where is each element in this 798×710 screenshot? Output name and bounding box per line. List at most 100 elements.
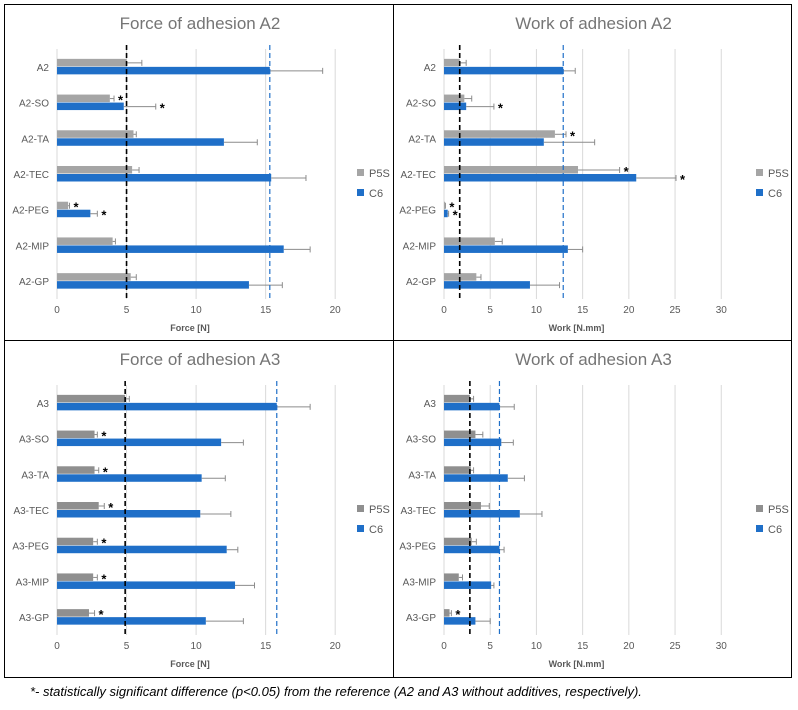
bar-c6	[57, 545, 227, 554]
bar-p5s	[444, 430, 476, 439]
legend-label-c6: C6	[768, 524, 782, 536]
category-label: A3-TA	[408, 470, 436, 481]
bar-p5s	[444, 609, 450, 617]
legend-swatch-p5s	[756, 169, 763, 176]
chart-force-a3-svg: Force of adhesion A3 0 5 10 15 20 Force [N] A3 A…	[12, 350, 390, 669]
bar-p5s	[57, 58, 127, 67]
category-label: A2-TA	[21, 134, 49, 145]
category-label: A3-TEC	[13, 506, 49, 517]
legend-swatch-p5s	[357, 505, 364, 512]
bar-p5s	[444, 466, 471, 474]
category-label: A3	[424, 399, 437, 410]
category-label: A2-GP	[406, 277, 436, 288]
x-tick-label: 30	[716, 305, 728, 316]
bar-c6	[444, 581, 492, 589]
x-tick-label: 0	[54, 305, 60, 316]
category-label: A2-MIP	[403, 241, 437, 252]
bar-p5s	[57, 537, 94, 546]
legend-label-p5s: P5S	[768, 168, 789, 180]
legend-swatch-c6	[756, 525, 763, 532]
bar-p5s	[444, 502, 481, 510]
category-label: A3-PEG	[399, 542, 436, 553]
bar-c6	[444, 617, 476, 625]
x-tick-label: 10	[191, 641, 203, 652]
significance-mark: *	[101, 536, 107, 551]
bar-c6	[57, 617, 206, 625]
significance-mark: *	[160, 101, 166, 116]
bar-c6	[444, 138, 544, 146]
significance-mark: *	[570, 128, 576, 143]
x-axis-label: Work [N.mm]	[549, 659, 605, 669]
category-label: A2-TEC	[400, 170, 436, 181]
x-tick-label: 25	[669, 641, 681, 652]
bar-p5s	[444, 537, 472, 546]
category-label: A3-SO	[19, 435, 49, 446]
bar-p5s	[57, 94, 110, 103]
bar-p5s	[57, 201, 69, 210]
bar-c6	[57, 438, 222, 447]
significance-mark: *	[498, 101, 504, 116]
bar-c6	[444, 510, 520, 518]
bar-c6	[444, 102, 467, 111]
bar-p5s	[444, 394, 470, 403]
significance-mark: *	[99, 607, 105, 622]
x-tick-label: 20	[623, 641, 635, 652]
category-label: A2-TA	[408, 134, 436, 145]
bar-c6	[57, 174, 272, 182]
x-tick-label: 15	[260, 641, 272, 652]
bar-c6	[57, 66, 270, 75]
bar-c6	[57, 402, 277, 411]
x-tick-label: 15	[577, 305, 589, 316]
bar-p5s	[57, 273, 131, 281]
bar-c6	[57, 510, 201, 518]
x-tick-label: 10	[531, 641, 543, 652]
chart-work-a3-svg: Work of adhesion A3 0 5 10 15 20 25 30 Work [N.m…	[399, 350, 789, 669]
category-label: A3-TA	[21, 470, 49, 481]
category-label: A3-GP	[406, 613, 436, 624]
category-label: A3	[37, 399, 50, 410]
bar-c6	[57, 581, 236, 589]
bar-p5s	[57, 166, 133, 174]
legend-label-c6: C6	[369, 188, 383, 200]
bar-p5s	[444, 166, 579, 174]
legend-swatch-c6	[357, 189, 364, 196]
chart-work-a3: Work of adhesion A3 0 5 10 15 20 25 30 Work [N.m…	[393, 340, 792, 678]
bar-c6	[57, 281, 249, 289]
bar-p5s	[57, 237, 113, 245]
bar-p5s	[444, 273, 477, 281]
bar-c6	[444, 174, 637, 182]
category-label: A3-PEG	[12, 542, 49, 553]
category-label: A3-SO	[406, 435, 436, 446]
bar-c6	[444, 245, 568, 253]
significance-mark: *	[108, 500, 114, 515]
bar-p5s	[444, 573, 459, 581]
bar-c6	[444, 209, 448, 218]
category-label: A3-TEC	[400, 506, 436, 517]
bar-c6	[57, 209, 91, 218]
significance-mark: *	[455, 607, 461, 622]
chart-title: Work of adhesion A3	[515, 350, 672, 369]
category-label: A2	[37, 63, 50, 74]
bar-c6	[57, 245, 284, 253]
legend-swatch-c6	[357, 525, 364, 532]
bar-c6	[57, 138, 224, 146]
legend-swatch-p5s	[756, 505, 763, 512]
category-label: A3-MIP	[403, 577, 437, 588]
chart-grid: Force of adhesion A2 0 5 10 15 20 Force [N] A2 A…	[4, 4, 792, 678]
category-label: A2	[424, 63, 437, 74]
x-tick-label: 20	[330, 305, 342, 316]
bar-p5s	[57, 609, 89, 617]
significance-mark: *	[101, 571, 107, 586]
legend-label-p5s: P5S	[768, 504, 789, 516]
significance-mark: *	[449, 200, 455, 215]
bar-c6	[444, 281, 530, 289]
category-label: A3-GP	[19, 613, 49, 624]
bar-p5s	[57, 466, 95, 474]
bar-p5s	[444, 201, 445, 210]
bar-c6	[444, 66, 564, 75]
bar-p5s	[444, 94, 465, 103]
category-label: A2-MIP	[16, 241, 50, 252]
legend-label-p5s: P5S	[369, 504, 390, 516]
x-tick-label: 20	[623, 305, 635, 316]
x-tick-label: 30	[716, 641, 728, 652]
